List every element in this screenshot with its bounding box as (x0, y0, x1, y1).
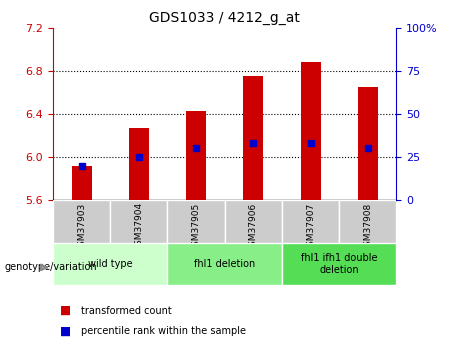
Bar (53, 243, 167, 285)
Bar (339, 200, 396, 243)
Text: GSM37904: GSM37904 (134, 202, 143, 252)
Text: ■: ■ (60, 325, 71, 338)
Text: fhl1 ifh1 double
deletion: fhl1 ifh1 double deletion (301, 253, 378, 275)
Text: percentile rank within the sample: percentile rank within the sample (81, 326, 246, 336)
Bar (358, 87, 378, 200)
Bar (243, 76, 263, 200)
Bar (282, 243, 396, 285)
Text: fhl1 deletion: fhl1 deletion (194, 259, 255, 269)
Text: transformed count: transformed count (81, 306, 171, 315)
Text: GSM37905: GSM37905 (192, 202, 201, 252)
Bar (225, 200, 282, 243)
Text: GSM37907: GSM37907 (306, 202, 315, 252)
Bar (129, 128, 149, 200)
Bar (110, 200, 167, 243)
Bar (71, 166, 92, 200)
Text: GSM37908: GSM37908 (363, 202, 372, 252)
Text: wild type: wild type (88, 259, 133, 269)
Bar (301, 62, 320, 200)
Text: GSM37903: GSM37903 (77, 202, 86, 252)
Title: GDS1033 / 4212_g_at: GDS1033 / 4212_g_at (149, 11, 300, 25)
Bar (282, 200, 339, 243)
Bar (53, 200, 110, 243)
Bar (167, 243, 282, 285)
Bar (167, 200, 225, 243)
Text: genotype/variation: genotype/variation (5, 263, 97, 272)
Text: ■: ■ (60, 304, 71, 317)
Text: GSM37906: GSM37906 (249, 202, 258, 252)
Bar (186, 111, 206, 200)
